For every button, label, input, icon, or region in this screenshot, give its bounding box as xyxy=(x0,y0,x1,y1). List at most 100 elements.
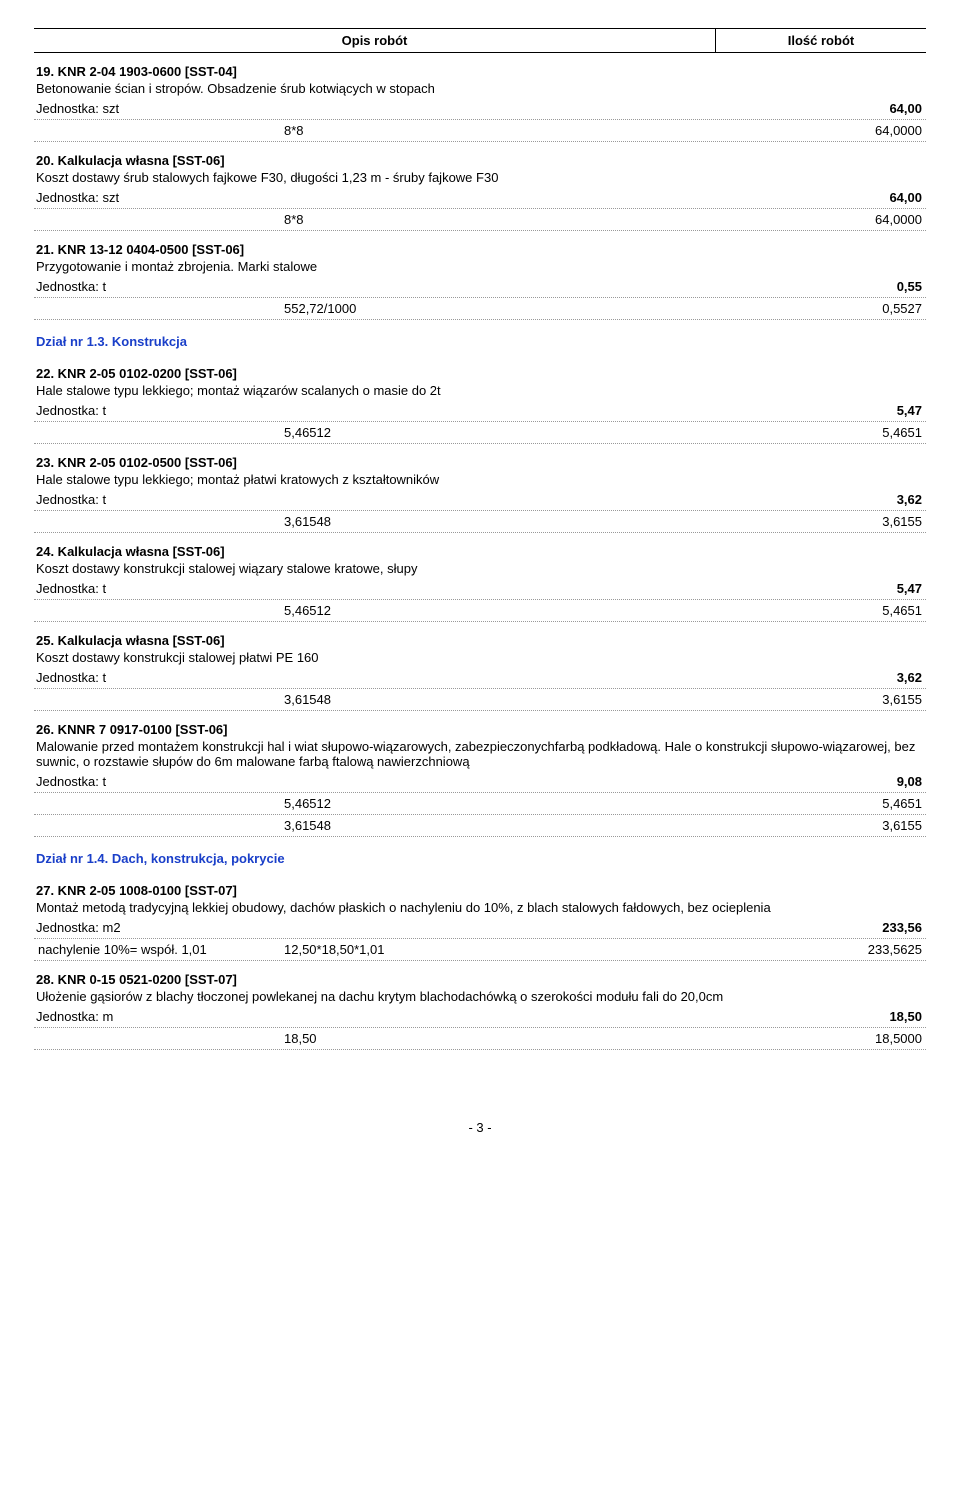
unit-label: Jednostka: m xyxy=(36,1009,714,1024)
entry: 19. KNR 2-04 1903-0600 [SST-04]Betonowan… xyxy=(34,61,926,142)
calc-expression: 5,46512 xyxy=(280,796,714,811)
unit-label: Jednostka: t xyxy=(36,581,714,596)
unit-row: Jednostka: szt64,00 xyxy=(34,189,926,209)
unit-label: Jednostka: szt xyxy=(36,101,714,116)
entry-title: 27. KNR 2-05 1008-0100 [SST-07] xyxy=(34,880,926,899)
header-ilosc: Ilość robót xyxy=(716,29,926,52)
entry-title: 28. KNR 0-15 0521-0200 [SST-07] xyxy=(34,969,926,988)
calc-note xyxy=(36,818,280,833)
calc-expression: 552,72/1000 xyxy=(280,301,714,316)
entry-title: 21. KNR 13-12 0404-0500 [SST-06] xyxy=(34,239,926,258)
unit-row: Jednostka: szt64,00 xyxy=(34,100,926,120)
calc-row: 3,615483,6155 xyxy=(34,815,926,837)
calc-note xyxy=(36,796,280,811)
entry-title: 19. KNR 2-04 1903-0600 [SST-04] xyxy=(34,61,926,80)
calc-result: 5,4651 xyxy=(714,796,924,811)
calc-expression: 8*8 xyxy=(280,123,714,138)
page-number: - 3 - xyxy=(34,1120,926,1135)
entry-title: 26. KNNR 7 0917-0100 [SST-06] xyxy=(34,719,926,738)
entry-description: Montaż metodą tradycyjną lekkiej obudowy… xyxy=(34,899,926,919)
unit-label: Jednostka: t xyxy=(36,670,714,685)
unit-row: Jednostka: t3,62 xyxy=(34,669,926,689)
section-heading: Dział nr 1.3. Konstrukcja xyxy=(34,320,926,355)
table-header: Opis robót Ilość robót xyxy=(34,28,926,53)
unit-row: Jednostka: m18,50 xyxy=(34,1008,926,1028)
calc-result: 5,4651 xyxy=(714,425,924,440)
entry: 22. KNR 2-05 0102-0200 [SST-06]Hale stal… xyxy=(34,363,926,444)
calc-note xyxy=(36,1031,280,1046)
unit-label: Jednostka: szt xyxy=(36,190,714,205)
calc-row: 552,72/10000,5527 xyxy=(34,298,926,320)
entry-title: 20. Kalkulacja własna [SST-06] xyxy=(34,150,926,169)
calc-note: nachylenie 10%= współ. 1,01 xyxy=(36,942,280,957)
entry: 27. KNR 2-05 1008-0100 [SST-07]Montaż me… xyxy=(34,880,926,961)
entry: 28. KNR 0-15 0521-0200 [SST-07]Ułożenie … xyxy=(34,969,926,1050)
calc-result: 0,5527 xyxy=(714,301,924,316)
unit-value: 64,00 xyxy=(714,101,924,116)
entry-description: Hale stalowe typu lekkiego; montaż wiąza… xyxy=(34,382,926,402)
calc-result: 233,5625 xyxy=(714,942,924,957)
calc-expression: 12,50*18,50*1,01 xyxy=(280,942,714,957)
calc-row: 5,465125,4651 xyxy=(34,793,926,815)
calc-expression: 8*8 xyxy=(280,212,714,227)
calc-note xyxy=(36,301,280,316)
calc-note xyxy=(36,692,280,707)
entry-description: Betonowanie ścian i stropów. Obsadzenie … xyxy=(34,80,926,100)
unit-row: Jednostka: m2233,56 xyxy=(34,919,926,939)
calc-expression: 3,61548 xyxy=(280,514,714,529)
section-heading: Dział nr 1.4. Dach, konstrukcja, pokryci… xyxy=(34,837,926,872)
entry: 26. KNNR 7 0917-0100 [SST-06]Malowanie p… xyxy=(34,719,926,837)
calc-row: 3,615483,6155 xyxy=(34,511,926,533)
calc-expression: 3,61548 xyxy=(280,692,714,707)
calc-expression: 5,46512 xyxy=(280,425,714,440)
unit-value: 5,47 xyxy=(714,581,924,596)
entry-title: 25. Kalkulacja własna [SST-06] xyxy=(34,630,926,649)
calc-row: 5,465125,4651 xyxy=(34,600,926,622)
entry: 20. Kalkulacja własna [SST-06]Koszt dost… xyxy=(34,150,926,231)
unit-value: 3,62 xyxy=(714,492,924,507)
calc-result: 3,6155 xyxy=(714,514,924,529)
calc-result: 5,4651 xyxy=(714,603,924,618)
unit-row: Jednostka: t9,08 xyxy=(34,773,926,793)
calc-row: 8*864,0000 xyxy=(34,120,926,142)
unit-row: Jednostka: t5,47 xyxy=(34,402,926,422)
unit-value: 64,00 xyxy=(714,190,924,205)
unit-value: 18,50 xyxy=(714,1009,924,1024)
calc-result: 18,5000 xyxy=(714,1031,924,1046)
unit-value: 3,62 xyxy=(714,670,924,685)
unit-row: Jednostka: t5,47 xyxy=(34,580,926,600)
calc-expression: 18,50 xyxy=(280,1031,714,1046)
unit-label: Jednostka: t xyxy=(36,774,714,789)
entry-description: Ułożenie gąsiorów z blachy tłoczonej pow… xyxy=(34,988,926,1008)
entry-description: Przygotowanie i montaż zbrojenia. Marki … xyxy=(34,258,926,278)
calc-expression: 5,46512 xyxy=(280,603,714,618)
calc-note xyxy=(36,212,280,227)
entry: 21. KNR 13-12 0404-0500 [SST-06]Przygoto… xyxy=(34,239,926,320)
header-opis: Opis robót xyxy=(34,29,716,52)
calc-row: 8*864,0000 xyxy=(34,209,926,231)
unit-label: Jednostka: t xyxy=(36,403,714,418)
entry: 24. Kalkulacja własna [SST-06]Koszt dost… xyxy=(34,541,926,622)
entry-title: 22. KNR 2-05 0102-0200 [SST-06] xyxy=(34,363,926,382)
entry-description: Koszt dostawy śrub stalowych fajkowe F30… xyxy=(34,169,926,189)
entry: 25. Kalkulacja własna [SST-06]Koszt dost… xyxy=(34,630,926,711)
calc-row: nachylenie 10%= współ. 1,0112,50*18,50*1… xyxy=(34,939,926,961)
unit-row: Jednostka: t0,55 xyxy=(34,278,926,298)
entry-description: Koszt dostawy konstrukcji stalowej wiąza… xyxy=(34,560,926,580)
unit-value: 5,47 xyxy=(714,403,924,418)
unit-label: Jednostka: t xyxy=(36,279,714,294)
calc-row: 5,465125,4651 xyxy=(34,422,926,444)
entry-description: Koszt dostawy konstrukcji stalowej płatw… xyxy=(34,649,926,669)
unit-label: Jednostka: m2 xyxy=(36,920,714,935)
calc-row: 3,615483,6155 xyxy=(34,689,926,711)
calc-result: 3,6155 xyxy=(714,818,924,833)
unit-row: Jednostka: t3,62 xyxy=(34,491,926,511)
calc-row: 18,5018,5000 xyxy=(34,1028,926,1050)
entry-title: 23. KNR 2-05 0102-0500 [SST-06] xyxy=(34,452,926,471)
calc-note xyxy=(36,425,280,440)
unit-label: Jednostka: t xyxy=(36,492,714,507)
calc-note xyxy=(36,123,280,138)
unit-value: 0,55 xyxy=(714,279,924,294)
calc-result: 3,6155 xyxy=(714,692,924,707)
calc-note xyxy=(36,603,280,618)
